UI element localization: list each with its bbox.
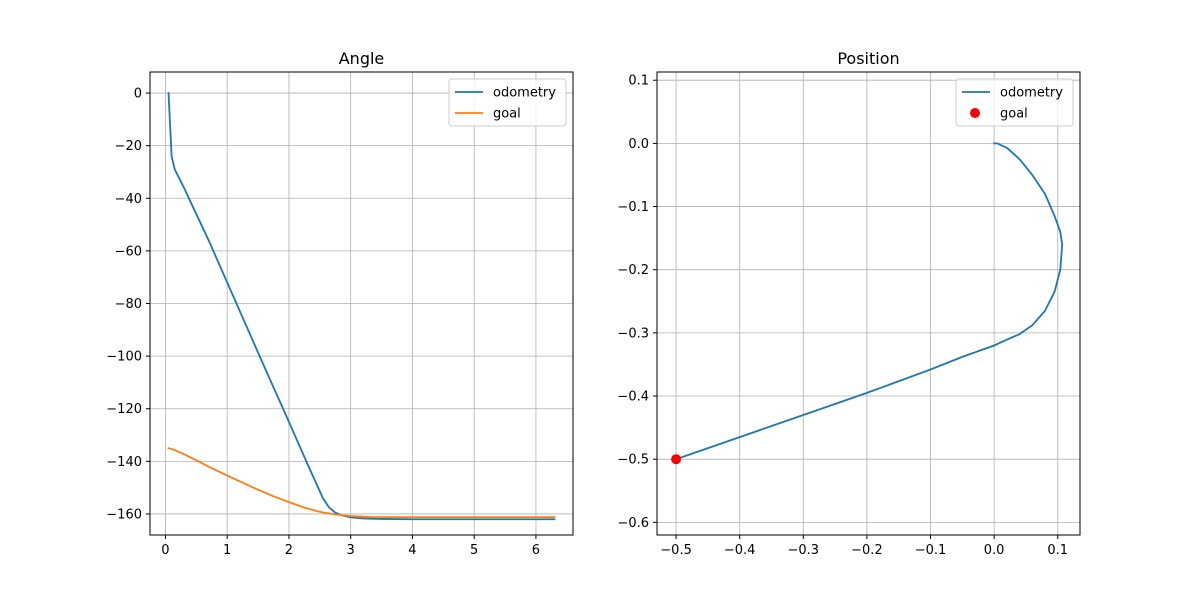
x-tick-label: 2 bbox=[285, 543, 293, 558]
x-tick-label: 0.0 bbox=[984, 543, 1005, 558]
y-tick-label: −0.5 bbox=[617, 453, 649, 468]
x-tick-label: −0.4 bbox=[724, 543, 756, 558]
x-tick-label: 6 bbox=[532, 543, 540, 558]
legend: odometry goal bbox=[955, 78, 1074, 127]
x-tick-label: 1 bbox=[223, 543, 231, 558]
x-tick-label: −0.5 bbox=[660, 543, 692, 558]
y-tick-label: −40 bbox=[115, 192, 142, 207]
y-tick-label: 0.0 bbox=[628, 137, 649, 152]
y-tick-label: −0.1 bbox=[617, 200, 649, 215]
x-tick-label: −0.1 bbox=[915, 543, 947, 558]
y-tick-label: 0.1 bbox=[628, 74, 649, 89]
series-goal-line bbox=[167, 447, 556, 519]
chart-title: Angle bbox=[339, 49, 385, 68]
chart-1: 0 1 2 3 4 5 6 0 −20 −40 −60 −80 −100 −120 −140 −160 Angl… bbox=[106, 49, 574, 558]
legend-label-goal: goal bbox=[1000, 107, 1028, 122]
y-tick-label: −160 bbox=[106, 507, 142, 522]
x-tick-label: −0.3 bbox=[788, 543, 820, 558]
y-tick-label: −60 bbox=[115, 244, 142, 259]
legend-box bbox=[955, 78, 1074, 127]
y-tick-label: −0.4 bbox=[617, 390, 649, 405]
y-tick-label: −0.6 bbox=[617, 516, 649, 531]
plot-area bbox=[674, 142, 1064, 461]
legend-label-odometry: odometry bbox=[1000, 86, 1063, 101]
y-tick-label: −120 bbox=[106, 402, 142, 417]
chart-2: −0.5 −0.4 −0.3 −0.2 −0.1 0.0 0.1 0.1 0.0 −0.1 −0.2… bbox=[617, 49, 1081, 558]
y-tick-label: −80 bbox=[115, 297, 142, 312]
legend-marker-goal bbox=[970, 108, 980, 118]
series-goal-point bbox=[671, 454, 682, 465]
x-tick-label: 0 bbox=[161, 543, 169, 558]
y-tick-label: 0 bbox=[134, 87, 142, 102]
axes-frame bbox=[656, 71, 1081, 536]
y-tick-label: −0.3 bbox=[617, 326, 649, 341]
x-tick-label: 3 bbox=[347, 543, 355, 558]
x-tick-label: 4 bbox=[408, 543, 416, 558]
legend-label-odometry: odometry bbox=[493, 86, 556, 101]
legend-label-goal: goal bbox=[493, 107, 521, 122]
series-odometry-line bbox=[674, 142, 1064, 461]
chart-title: Position bbox=[837, 49, 899, 68]
plot-area bbox=[167, 92, 556, 521]
y-tick-label: −20 bbox=[115, 139, 142, 154]
legend: odometry goal bbox=[448, 78, 567, 127]
x-tick-label: 0.1 bbox=[1047, 543, 1068, 558]
legend-box bbox=[448, 78, 567, 127]
y-tick-label: −0.2 bbox=[617, 263, 649, 278]
x-tick-label: −0.2 bbox=[851, 543, 883, 558]
x-tick-label: 5 bbox=[470, 543, 478, 558]
series-odometry-line bbox=[167, 92, 556, 521]
y-tick-label: −100 bbox=[106, 350, 142, 365]
y-tick-label: −140 bbox=[106, 455, 142, 470]
